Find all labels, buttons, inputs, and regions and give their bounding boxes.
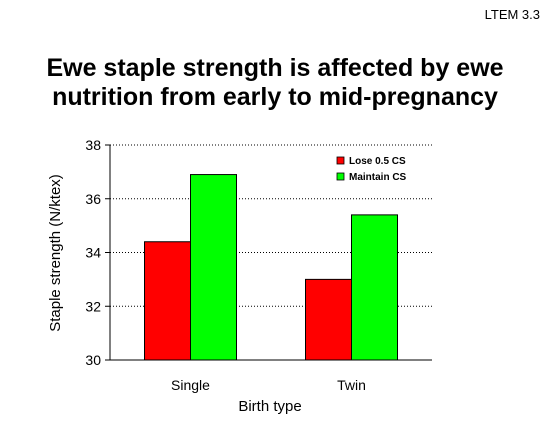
x-category-label: Twin <box>337 377 366 393</box>
legend-swatch <box>336 156 345 165</box>
y-tick-label: 34 <box>85 245 101 261</box>
slide-title-line-1: Ewe staple strength is affected by ewe <box>46 54 504 82</box>
bar-single-maintain-cs <box>190 174 237 361</box>
bars <box>144 174 398 361</box>
slide-title: Ewe staple strength is affected by ewe n… <box>0 54 550 112</box>
bar-single-lose-0-5-cs <box>144 241 191 361</box>
axes <box>105 144 432 361</box>
slide-reference: LTEM 3.3 <box>484 7 540 22</box>
y-tick-label: 36 <box>85 191 101 207</box>
y-tick-label: 38 <box>85 137 101 153</box>
x-axis-title: Birth type <box>238 398 301 415</box>
legend-label: Lose 0.5 CS <box>349 156 406 167</box>
bar-twin-maintain-cs <box>351 214 398 361</box>
legend-swatch <box>336 172 345 181</box>
y-tick-label: 30 <box>85 352 101 368</box>
bar-twin-lose-0-5-cs <box>305 278 352 361</box>
tick-labels: 30 32 34 36 38 Single Twin <box>85 137 365 393</box>
y-tick-label: 32 <box>85 298 101 314</box>
legend-label: Maintain CS <box>349 172 407 183</box>
x-category-label: Single <box>171 377 210 393</box>
slide-title-line-2: nutrition from early to mid-pregnancy <box>52 83 498 111</box>
legend: Lose 0.5 CS Maintain CS <box>336 156 407 183</box>
y-axis-title: Staple strength (N/ktex) <box>47 174 64 332</box>
